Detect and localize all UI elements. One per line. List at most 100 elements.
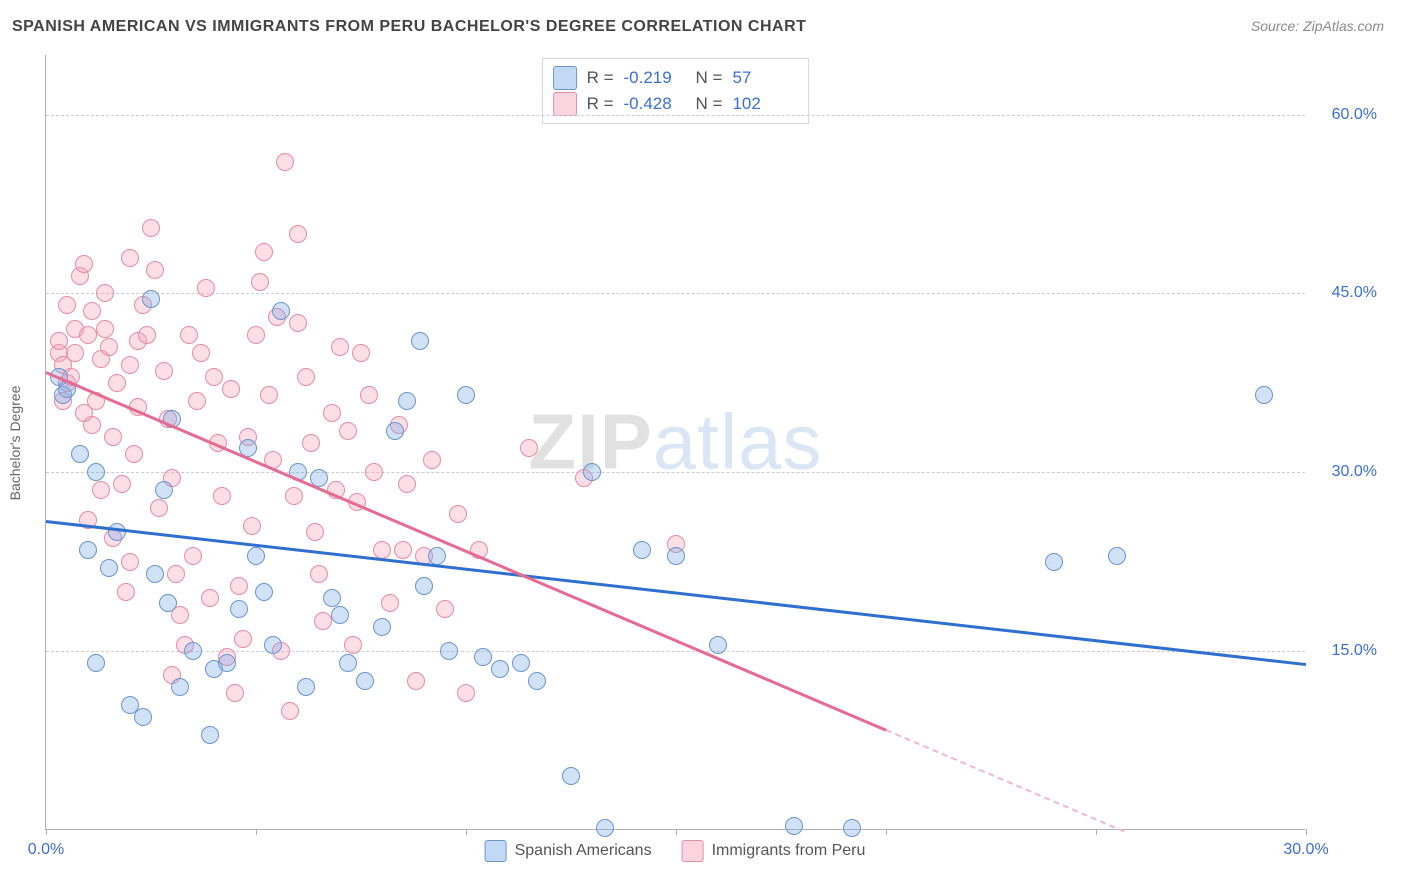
data-point (226, 684, 244, 702)
data-point (474, 648, 492, 666)
data-point (843, 819, 861, 837)
data-point (365, 463, 383, 481)
data-point (184, 642, 202, 660)
data-point (96, 320, 114, 338)
x-tick-mark (676, 829, 677, 835)
y-tick-label: 45.0% (1317, 284, 1377, 302)
data-point (138, 326, 156, 344)
data-point (142, 290, 160, 308)
x-tick-label: 0.0% (28, 841, 64, 859)
legend-n-label: N = (696, 65, 723, 91)
data-point (411, 332, 429, 350)
data-point (125, 445, 143, 463)
legend-swatch (553, 92, 577, 116)
legend-row: R =-0.219N =57 (553, 65, 795, 91)
data-point (197, 279, 215, 297)
data-point (297, 678, 315, 696)
data-point (222, 380, 240, 398)
data-point (213, 487, 231, 505)
plot-area: ZIPatlas R =-0.219N =57R =-0.428N =102 1… (45, 55, 1305, 830)
data-point (491, 660, 509, 678)
data-point (264, 636, 282, 654)
x-tick-mark (1096, 829, 1097, 835)
data-point (272, 302, 290, 320)
data-point (184, 547, 202, 565)
gridline-h (46, 472, 1305, 473)
data-point (520, 439, 538, 457)
data-point (159, 594, 177, 612)
data-point (251, 273, 269, 291)
data-point (201, 726, 219, 744)
legend-r-label: R = (587, 65, 614, 91)
data-point (146, 565, 164, 583)
data-point (108, 374, 126, 392)
data-point (398, 392, 416, 410)
data-point (171, 678, 189, 696)
data-point (117, 583, 135, 601)
data-point (255, 243, 273, 261)
data-point (323, 404, 341, 422)
x-tick-label: 30.0% (1283, 841, 1328, 859)
data-point (457, 684, 475, 702)
data-point (79, 326, 97, 344)
data-point (155, 481, 173, 499)
data-point (528, 672, 546, 690)
data-point (449, 505, 467, 523)
data-point (121, 249, 139, 267)
data-point (562, 767, 580, 785)
plot-wrap: Bachelor's Degree ZIPatlas R =-0.219N =5… (45, 55, 1305, 830)
data-point (142, 219, 160, 237)
data-point (83, 302, 101, 320)
x-tick-mark (466, 829, 467, 835)
source-citation: Source: ZipAtlas.com (1251, 18, 1384, 34)
data-point (79, 541, 97, 559)
legend-label: Spanish Americans (515, 842, 652, 860)
data-point (352, 344, 370, 362)
data-point (1108, 547, 1126, 565)
legend-row: R =-0.428N =102 (553, 91, 795, 117)
data-point (436, 600, 454, 618)
data-point (314, 612, 332, 630)
data-point (339, 422, 357, 440)
data-point (75, 255, 93, 273)
data-point (285, 487, 303, 505)
data-point (394, 541, 412, 559)
data-point (100, 559, 118, 577)
data-point (356, 672, 374, 690)
data-point (1045, 553, 1063, 571)
data-point (398, 475, 416, 493)
data-point (201, 589, 219, 607)
data-point (667, 547, 685, 565)
legend-item: Spanish Americans (485, 840, 652, 862)
data-point (344, 636, 362, 654)
legend-r-label: R = (587, 91, 614, 117)
data-point (150, 499, 168, 517)
data-point (155, 362, 173, 380)
data-point (192, 344, 210, 362)
data-point (71, 445, 89, 463)
gridline-h (46, 651, 1305, 652)
legend-swatch (682, 840, 704, 862)
data-point (302, 434, 320, 452)
data-point (104, 428, 122, 446)
data-point (255, 583, 273, 601)
data-point (785, 817, 803, 835)
data-point (92, 481, 110, 499)
trend-line (886, 729, 1125, 832)
data-point (423, 451, 441, 469)
y-axis-label: Bachelor's Degree (7, 385, 23, 500)
data-point (218, 654, 236, 672)
y-tick-label: 30.0% (1317, 463, 1377, 481)
x-tick-mark (256, 829, 257, 835)
data-point (596, 819, 614, 837)
data-point (386, 422, 404, 440)
data-point (297, 368, 315, 386)
source-label: Source: (1251, 18, 1299, 34)
data-point (121, 553, 139, 571)
data-point (113, 475, 131, 493)
data-point (87, 463, 105, 481)
data-point (373, 541, 391, 559)
data-point (407, 672, 425, 690)
data-point (146, 261, 164, 279)
legend-n-label: N = (696, 91, 723, 117)
